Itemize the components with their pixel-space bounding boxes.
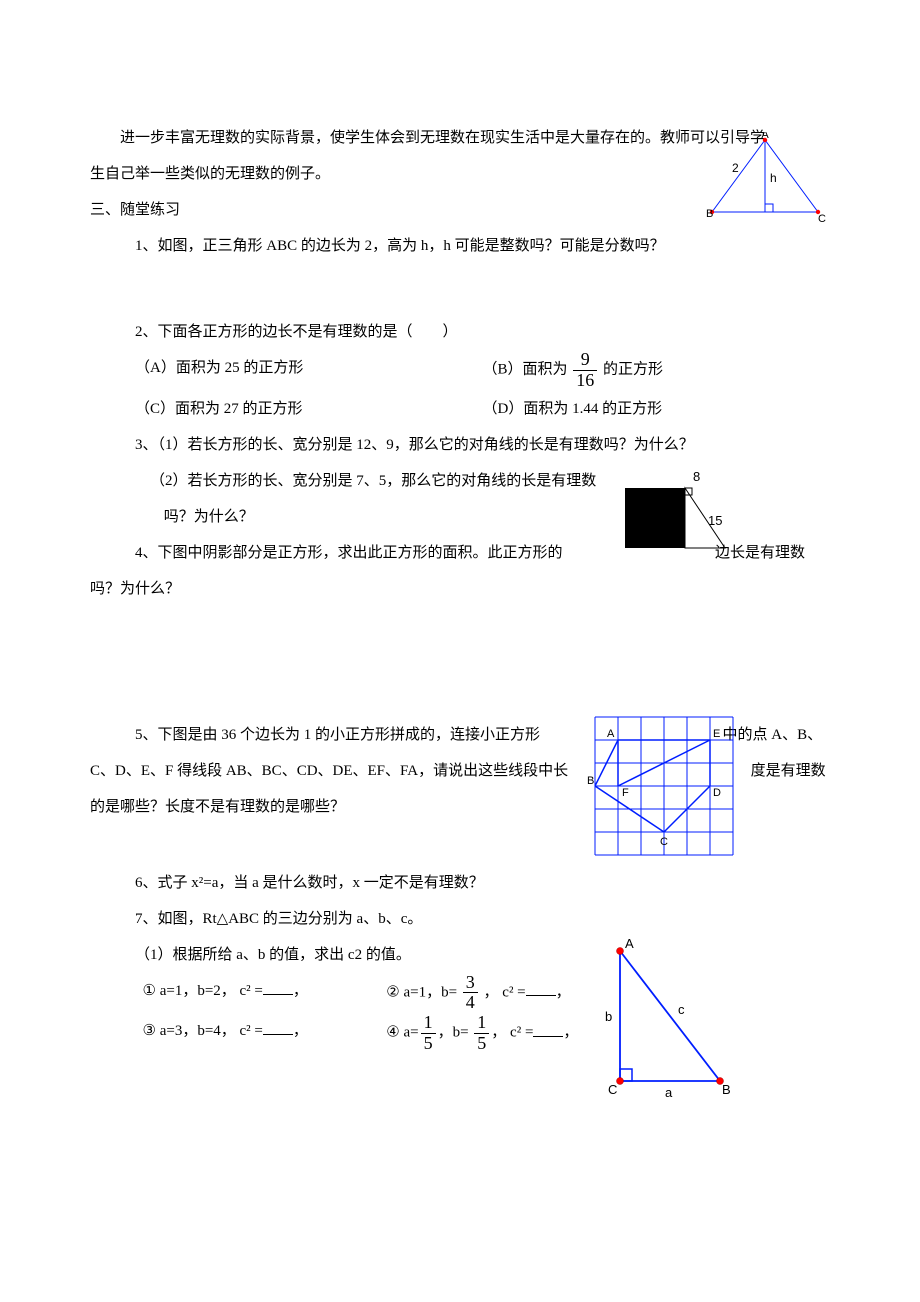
fig1-label-C: C [818, 213, 826, 225]
fig7-A: A [625, 936, 634, 951]
q2-optB-post: 的正方形 [599, 362, 663, 378]
frac-den: 5 [421, 1034, 436, 1054]
q2-row-ab: （A）面积为 25 的正方形 （B）面积为 916 的正方形 [90, 350, 830, 391]
q2-optA: （A）面积为 25 的正方形 [135, 350, 483, 391]
fig5-C: C [660, 836, 668, 848]
frac-num: 3 [463, 973, 478, 994]
q7-i2-post: ， [556, 984, 571, 1000]
frac-den: 16 [573, 371, 597, 391]
fig1-label-B: B [706, 208, 713, 220]
q7-i4-post: ， [563, 1025, 578, 1041]
fig1-label-side: 2 [732, 161, 739, 175]
blank [533, 1021, 563, 1037]
intro-wrap: A B C 2 h 进一步丰富无理数的实际背景，使学生体会到无理数在现实生活中是… [90, 120, 830, 264]
q7-i4-pre: ④ a= [386, 1025, 418, 1041]
fig1-label-h: h [770, 171, 777, 185]
q2-row-cd: （C）面积为 27 的正方形 （D）面积为 1.44 的正方形 [90, 391, 830, 427]
q5-l2-post: 度是有理数 [751, 763, 826, 779]
frac-den: 4 [463, 993, 478, 1013]
fig5-D: D [713, 787, 721, 799]
blank [263, 979, 293, 995]
q7-i4-f2: 15 [474, 1013, 489, 1054]
spacer-q1 [90, 264, 830, 314]
q7-i4-f1: 15 [421, 1013, 436, 1054]
frac-num: 1 [421, 1013, 436, 1034]
q7-wrap: A C B a b c 7、如图，Rt△ABC 的三边分别为 a、b、c。 （1… [90, 901, 830, 1054]
q7-i2-frac: 34 [463, 973, 478, 1014]
figure-grid: A E B F D C [585, 707, 745, 881]
q7-i3-post: ， [293, 1023, 308, 1039]
q5-wrap: A E B F D C 5、下图是由 36 个边长为 1 的小正方形拼成的，连接… [90, 717, 830, 825]
q7-i4-m2: ， c² = [491, 1025, 533, 1041]
q7-i1-post: ， [293, 983, 308, 999]
q5-l1-pre: 5、下图是由 36 个边长为 1 的小正方形拼成的，连接小正方形 [135, 727, 540, 743]
q7-i4-m1: ，b= [438, 1025, 473, 1041]
blank [263, 1019, 293, 1035]
figure-square-triangle: 8 15 [620, 463, 740, 587]
q2-optB: （B）面积为 916 的正方形 [483, 350, 831, 391]
q7-i1-pre: ① a=1，b=2， c² = [143, 983, 263, 999]
frac-den: 5 [474, 1034, 489, 1054]
q4-line1-pre: 4、下图中阴影部分是正方形，求出此正方形的面积。此正方形的 [135, 545, 563, 561]
q2-stem: 2、下面各正方形的边长不是有理数的是（ ） [90, 314, 830, 350]
fig5-F: F [622, 787, 629, 799]
fig7-c: c [678, 1002, 685, 1017]
q2-optB-pre: （B）面积为 [483, 362, 572, 378]
q7-i2-mid: ， c² = [480, 984, 526, 1000]
frac-num: 9 [573, 350, 597, 371]
fig7-C: C [608, 1082, 617, 1097]
figure-right-triangle: A C B a b c [590, 936, 740, 1120]
q3q4-wrap: 8 15 （2）若长方形的长、宽分别是 7、5，那么它的对角线的长是有理数 吗？… [90, 463, 830, 607]
q2-optB-frac: 916 [573, 350, 597, 391]
frac-num: 1 [474, 1013, 489, 1034]
figure-triangle-abc: A B C 2 h [700, 132, 830, 246]
q7-i2-pre: ② a=1，b= [386, 984, 461, 1000]
fig5-A: A [607, 728, 615, 740]
q3-p2-post: 吗？为什么？ [164, 509, 254, 525]
q7-stem: 7、如图，Rt△ABC 的三边分别为 a、b、c。 [90, 901, 830, 937]
fig7-a: a [665, 1085, 673, 1100]
q2-optD: （D）面积为 1.44 的正方形 [483, 391, 831, 427]
fig5-E: E [713, 728, 720, 740]
fig4-label-15: 15 [708, 513, 722, 528]
page-root: A B C 2 h 进一步丰富无理数的实际背景，使学生体会到无理数在现实生活中是… [0, 0, 920, 1114]
fig7-b: b [605, 1009, 612, 1024]
q7-item1: ① a=1，b=2， c² = ， [143, 973, 387, 1014]
q7-item3: ③ a=3，b=4， c² = ， [143, 1013, 387, 1054]
q2-optC: （C）面积为 27 的正方形 [135, 391, 483, 427]
fig7-B: B [722, 1082, 731, 1097]
spacer-q4 [90, 607, 830, 717]
fig1-label-A: A [761, 132, 769, 141]
fig5-B: B [587, 775, 594, 787]
q3-p1: 3、（1）若长方形的长、宽分别是 12、9，那么它的对角线的长是有理数吗？为什么… [90, 427, 830, 463]
blank [526, 980, 556, 996]
q5-l2-pre: C、D、E、F 得线段 AB、BC、CD、DE、EF、FA，请说出这些线段中长 [90, 763, 568, 779]
q3-p2-pre: （2）若长方形的长、宽分别是 7、5，那么它的对角线的长是有理数 [150, 473, 596, 489]
fig4-label-8: 8 [693, 469, 700, 484]
q7-i3-pre: ③ a=3，b=4， c² = [143, 1023, 263, 1039]
